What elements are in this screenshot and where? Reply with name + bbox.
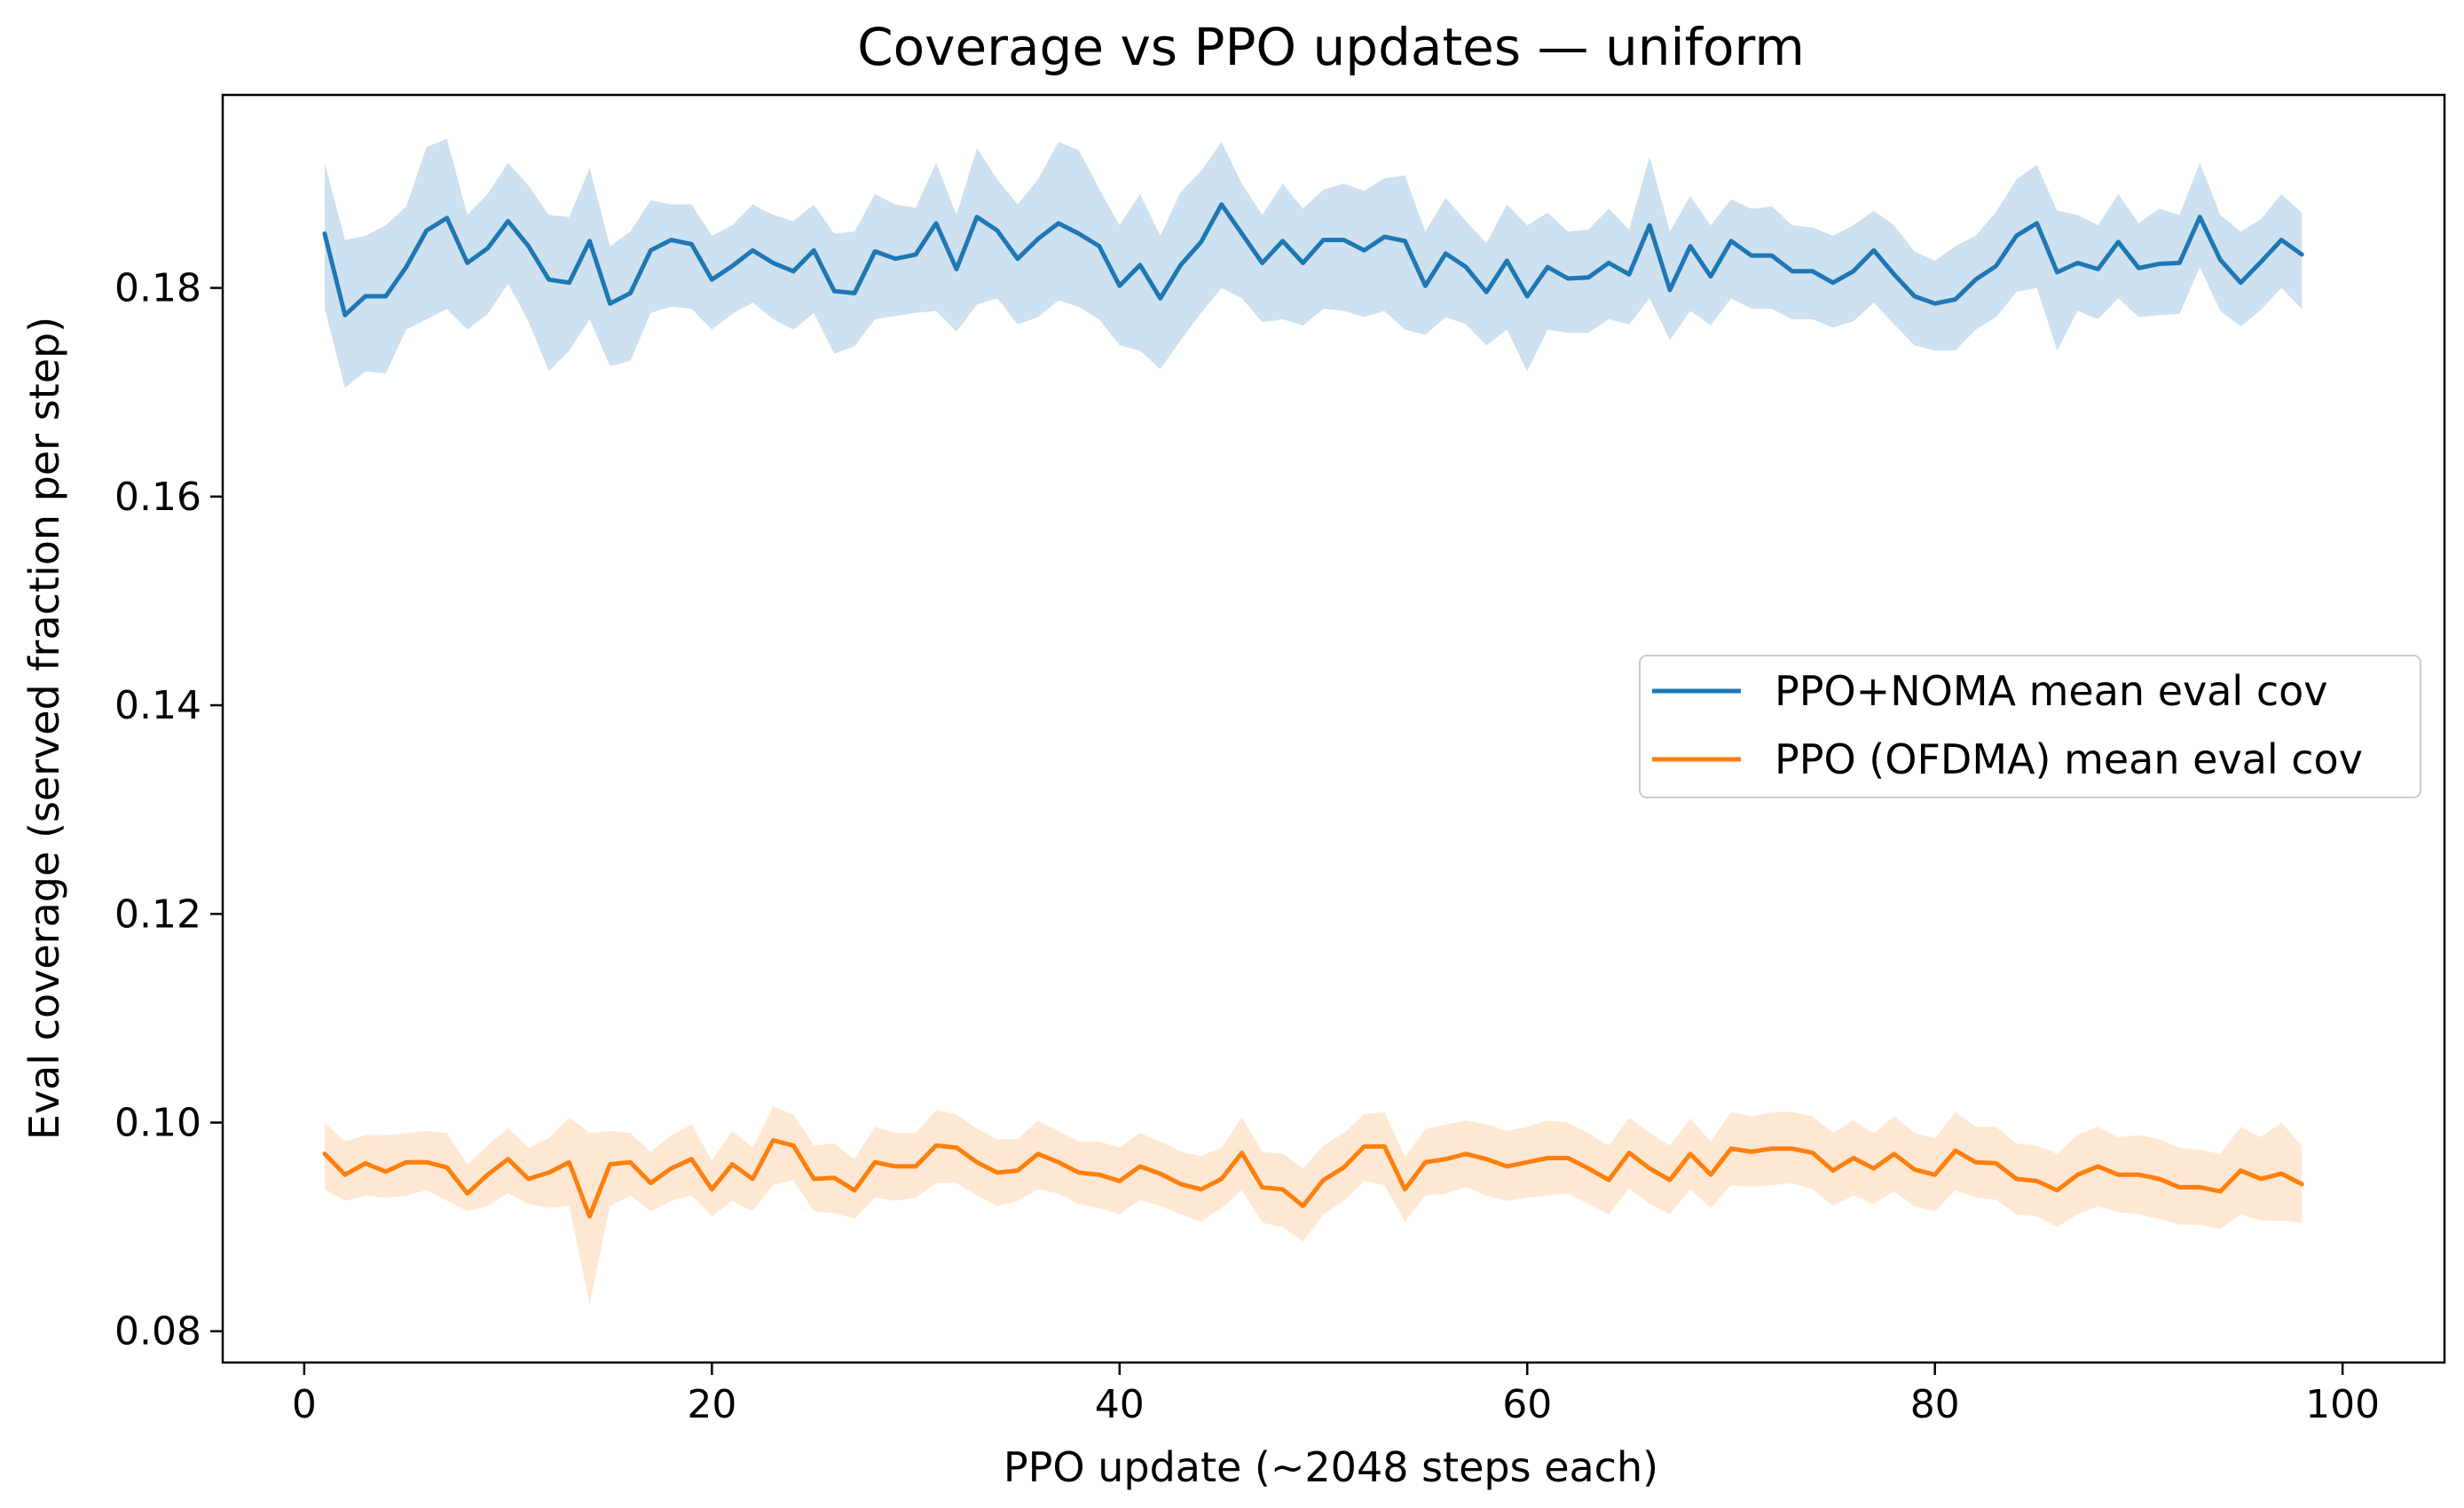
plot-frame <box>221 93 2446 1364</box>
y-tick-label: 0.10 <box>114 1100 201 1145</box>
legend-box <box>1639 655 2421 798</box>
x-tick-label: 80 <box>1910 1382 1960 1427</box>
y-tick-label: 0.14 <box>114 683 201 728</box>
series-1-line <box>322 1138 2304 1219</box>
x-tick-label: 100 <box>2305 1382 2380 1427</box>
x-tick-label: 0 <box>292 1382 317 1427</box>
legend-label-noma: PPO+NOMA mean eval cov <box>1775 667 2327 715</box>
x-tick-label: 20 <box>687 1382 736 1427</box>
series-lines <box>322 202 2304 1219</box>
y-tick-label: 0.18 <box>114 266 201 311</box>
confidence-bands <box>324 138 2303 1305</box>
x-tick-label: 60 <box>1502 1382 1552 1427</box>
series-1-band <box>324 1106 2303 1305</box>
x-tick-label: 40 <box>1095 1382 1145 1427</box>
x-axis: 0 20 40 60 80 100 <box>292 1363 2380 1427</box>
legend-label-ofdma: PPO (OFDMA) mean eval cov <box>1775 735 2363 783</box>
y-tick-label: 0.08 <box>114 1309 201 1355</box>
series-0-band <box>324 138 2303 389</box>
y-axis: 0.08 0.10 0.12 0.14 0.16 0.18 <box>114 266 223 1355</box>
chart-title: Coverage vs PPO updates — uniform <box>857 17 1805 77</box>
y-tick-label: 0.16 <box>114 475 201 520</box>
x-axis-label: PPO update (~2048 steps each) <box>1004 1443 1658 1491</box>
y-axis-label: Eval coverage (served fraction per step) <box>20 317 68 1140</box>
legend: PPO+NOMA mean eval cov PPO (OFDMA) mean … <box>1639 655 2421 798</box>
series-0-line <box>322 202 2304 318</box>
y-tick-label: 0.12 <box>114 891 201 937</box>
